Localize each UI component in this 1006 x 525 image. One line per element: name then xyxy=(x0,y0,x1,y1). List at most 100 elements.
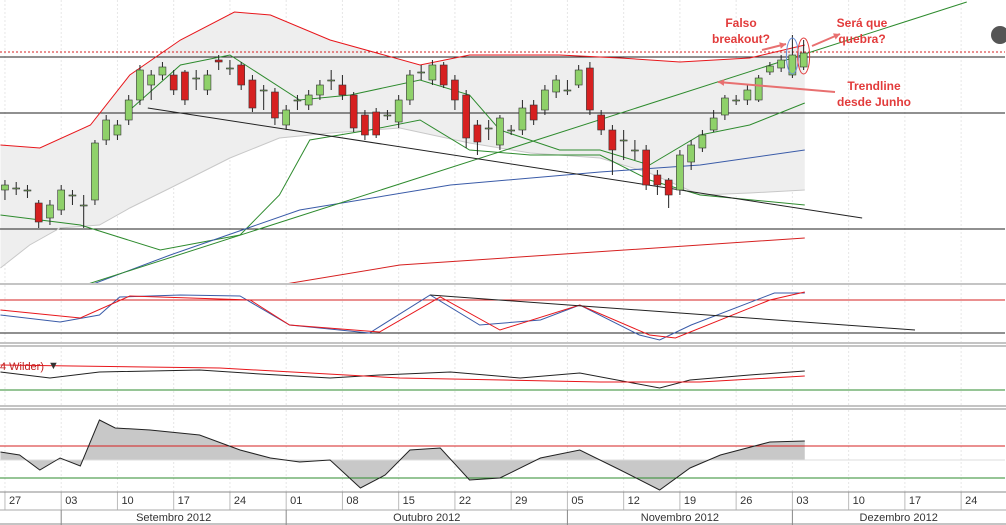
overlay-line xyxy=(147,107,863,219)
candle-body xyxy=(439,64,448,86)
candle-body xyxy=(293,99,302,102)
candle-body xyxy=(462,94,470,139)
candle-body xyxy=(169,74,178,91)
scroll-handle[interactable] xyxy=(991,26,1006,44)
candle-body xyxy=(552,79,560,93)
candle-body xyxy=(68,194,77,197)
band-fill xyxy=(0,12,805,268)
candle-body xyxy=(282,109,290,126)
x-tick-label: 17 xyxy=(178,495,190,507)
candle-body xyxy=(709,117,718,131)
candle-body xyxy=(451,79,459,101)
candle-body xyxy=(417,71,425,74)
overlay-line xyxy=(89,1,967,283)
x-tick-label: 01 xyxy=(290,495,302,507)
candle-body xyxy=(619,139,628,142)
arrow xyxy=(717,81,836,93)
overlay-line xyxy=(0,119,805,251)
candle-body xyxy=(597,114,605,131)
candle-body xyxy=(136,69,144,101)
candle-body xyxy=(113,124,122,136)
candle-body xyxy=(102,119,110,141)
x-tick-label: 08 xyxy=(346,495,358,507)
arrow-head xyxy=(718,79,725,86)
candle-body xyxy=(777,59,785,69)
x-tick-label: 17 xyxy=(909,495,921,507)
candle-body xyxy=(203,74,212,91)
x-tick-label: 05 xyxy=(571,495,583,507)
candle-body xyxy=(383,114,392,117)
candle-body xyxy=(788,54,797,76)
candle-body xyxy=(496,117,504,146)
overlay-line xyxy=(288,237,805,283)
candle-body xyxy=(541,89,549,111)
candle-body xyxy=(34,202,43,223)
annotation: breakout? xyxy=(712,32,770,46)
candle-body xyxy=(46,204,54,219)
candle-body xyxy=(743,89,752,101)
candle-body xyxy=(361,114,369,136)
candle-body xyxy=(529,104,538,121)
candle-body xyxy=(428,64,437,81)
annotation: Será que xyxy=(837,16,888,30)
candle-body xyxy=(676,154,684,191)
candle-body xyxy=(394,99,403,123)
candle-body xyxy=(586,67,594,111)
overlay-line xyxy=(0,11,805,149)
candle-body xyxy=(732,99,740,102)
candle-body xyxy=(237,64,245,86)
annotation: desde Junho xyxy=(837,95,911,109)
candle-body xyxy=(687,144,695,163)
candle-body xyxy=(304,94,313,106)
candle-body xyxy=(1,184,9,191)
overlay-line xyxy=(94,149,805,283)
candle-body xyxy=(316,84,324,96)
candle-body xyxy=(57,189,65,211)
x-tick-label: 22 xyxy=(459,495,471,507)
x-tick-label: 10 xyxy=(853,495,865,507)
indicator-line xyxy=(0,419,805,491)
x-tick-label: 10 xyxy=(121,495,133,507)
candle-body xyxy=(563,89,572,92)
candle-body xyxy=(653,174,662,186)
x-tick-label: 19 xyxy=(684,495,696,507)
candle-body xyxy=(91,142,99,201)
annotation: quebra? xyxy=(838,32,885,46)
candle-body xyxy=(766,65,774,73)
indicator-line xyxy=(0,364,805,383)
x-tick-label: 03 xyxy=(796,495,808,507)
annotation: Trendline xyxy=(847,79,901,93)
arrow-head xyxy=(779,42,786,49)
candle-body xyxy=(406,74,414,101)
month-label: Outubro 2012 xyxy=(393,512,460,524)
candle-body xyxy=(608,129,617,151)
candle-body xyxy=(248,79,257,109)
candle-body xyxy=(507,129,515,132)
candle-body xyxy=(181,71,189,101)
candle-body xyxy=(642,149,650,186)
x-tick-label: 03 xyxy=(65,495,77,507)
candle-body xyxy=(327,79,335,82)
indicator-line xyxy=(0,369,805,389)
candle-body xyxy=(259,89,268,92)
candle-body xyxy=(574,69,583,86)
candle-body xyxy=(349,94,358,129)
candle-body xyxy=(338,84,347,96)
candle-body xyxy=(271,91,279,119)
x-tick-label: 24 xyxy=(234,495,246,507)
x-tick-label: 15 xyxy=(403,495,415,507)
indicator-line xyxy=(430,294,916,331)
candle-body xyxy=(484,127,493,130)
candle-body xyxy=(631,149,639,152)
candle-body xyxy=(79,204,88,207)
candle-body xyxy=(23,189,32,192)
candle-body xyxy=(799,52,808,68)
candle-body xyxy=(518,107,527,131)
panel-label: 4 Wilder) xyxy=(0,361,44,373)
candle-body xyxy=(124,99,133,121)
month-label: Dezembro 2012 xyxy=(860,512,938,524)
dropdown: ▼ xyxy=(48,360,59,372)
candle-body xyxy=(473,124,482,143)
arrow-head xyxy=(833,33,840,40)
